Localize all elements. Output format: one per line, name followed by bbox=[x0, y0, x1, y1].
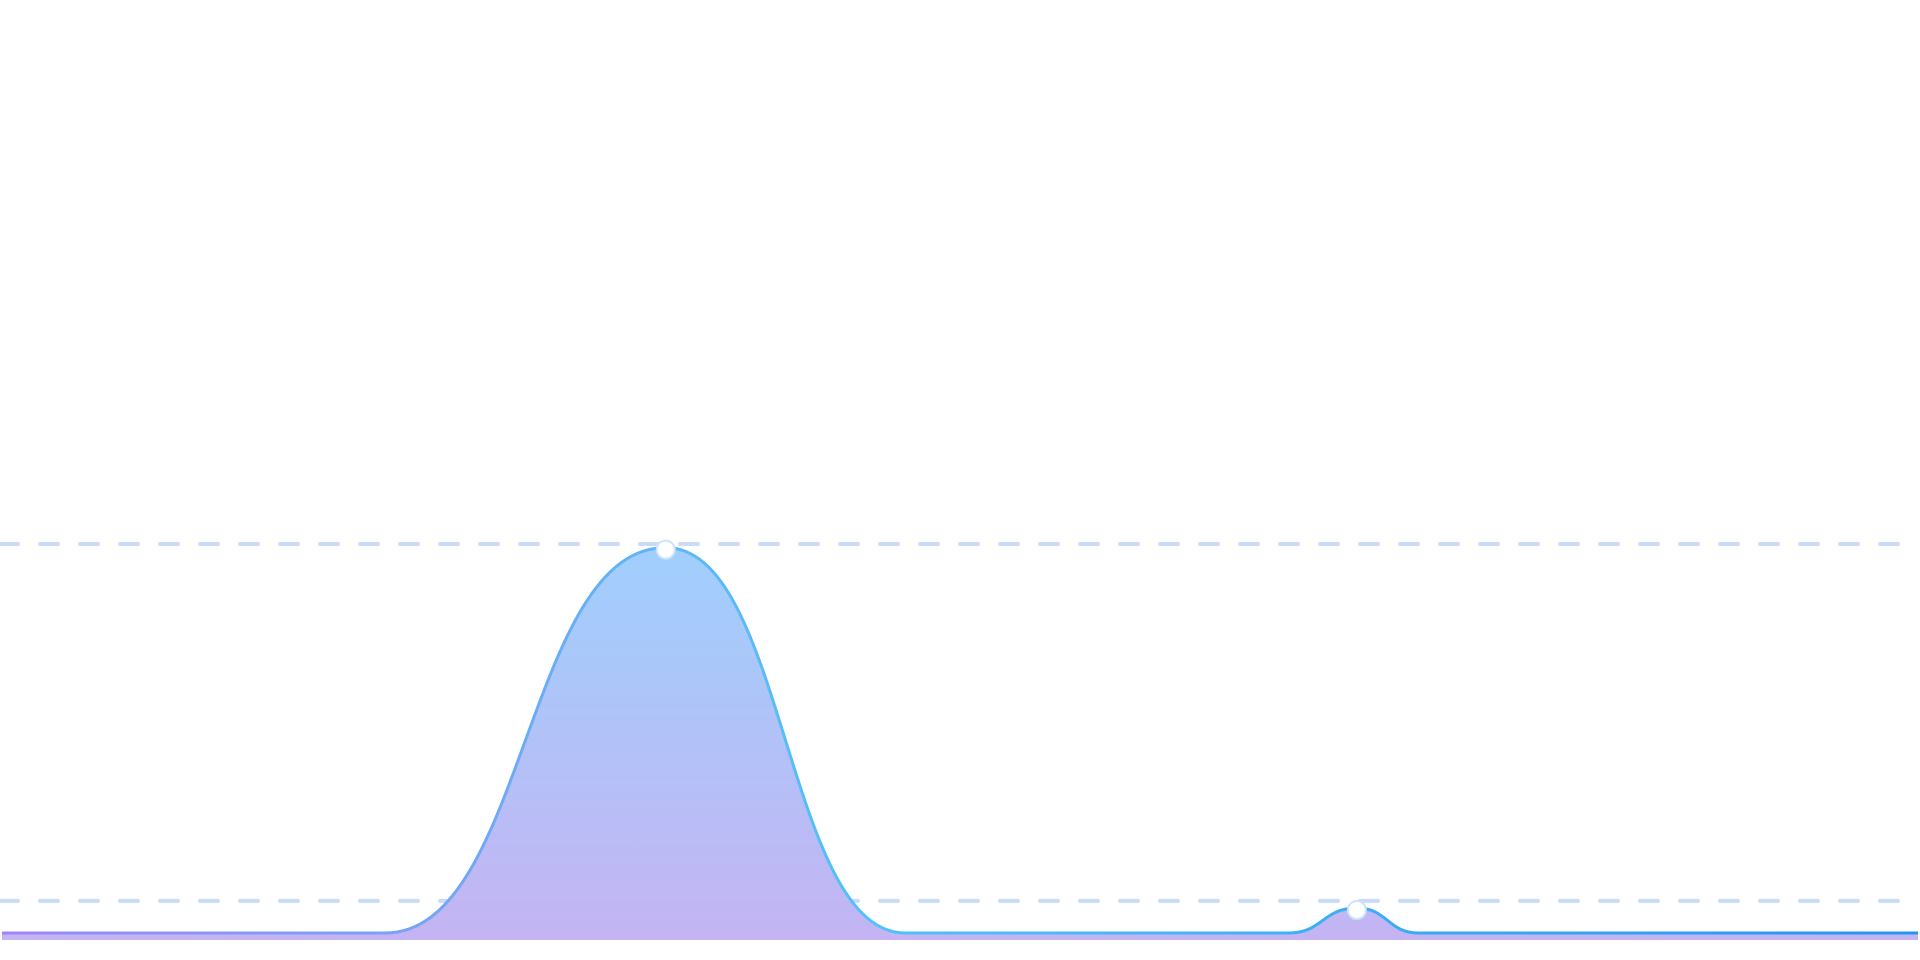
peak-marker bbox=[1346, 900, 1367, 921]
area-fill bbox=[2, 547, 1918, 940]
line bbox=[2, 546, 1918, 935]
peak-marker bbox=[655, 539, 676, 560]
